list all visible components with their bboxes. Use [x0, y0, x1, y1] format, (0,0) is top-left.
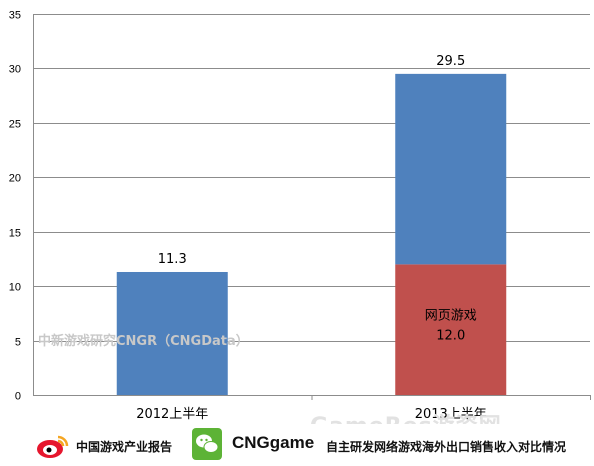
watermark-gameres: GameRes游资网	[310, 413, 502, 424]
y-tick-label: 35	[9, 10, 21, 22]
bar-chart: 0 5 10 15 20 25 30 35 11.3 2012上半年 29.5 2013上半年网页游戏…	[9, 10, 591, 424]
bar-segment	[395, 73, 507, 265]
y-tick-label: 30	[9, 64, 21, 76]
total-label: 11.3	[158, 252, 187, 267]
y-tick-label: 20	[9, 173, 21, 185]
y-tick-label: 5	[15, 337, 21, 349]
y-tick-label: 25	[9, 119, 21, 131]
bar-segment	[116, 271, 228, 395]
footer: 中国游戏产业报告 CNGgame 自主研发网络游戏海外出口销售收入对比情况	[0, 424, 594, 466]
total-label: 29.5	[436, 54, 465, 69]
segment-value-label: 12.0	[436, 329, 465, 344]
footer-right-text: 自主研发网络游戏海外出口销售收入对比情况	[326, 440, 567, 454]
segment-series-label: 网页游戏	[425, 309, 477, 324]
weibo-icon	[37, 435, 69, 458]
footer-left-text: 中国游戏产业报告	[76, 440, 173, 454]
bar-segment	[395, 264, 507, 395]
y-tick-label: 15	[9, 228, 21, 240]
x-category-label: 2013上半年	[415, 407, 487, 422]
watermark: 中新游戏研究CNGR（CNGData）	[38, 333, 249, 349]
y-tick-label: 10	[9, 282, 21, 294]
y-tick-label: 0	[15, 391, 21, 403]
x-category-label: 2012上半年	[136, 407, 208, 422]
footer-brand: CNGgame	[232, 433, 315, 452]
wechat-icon	[192, 428, 222, 460]
